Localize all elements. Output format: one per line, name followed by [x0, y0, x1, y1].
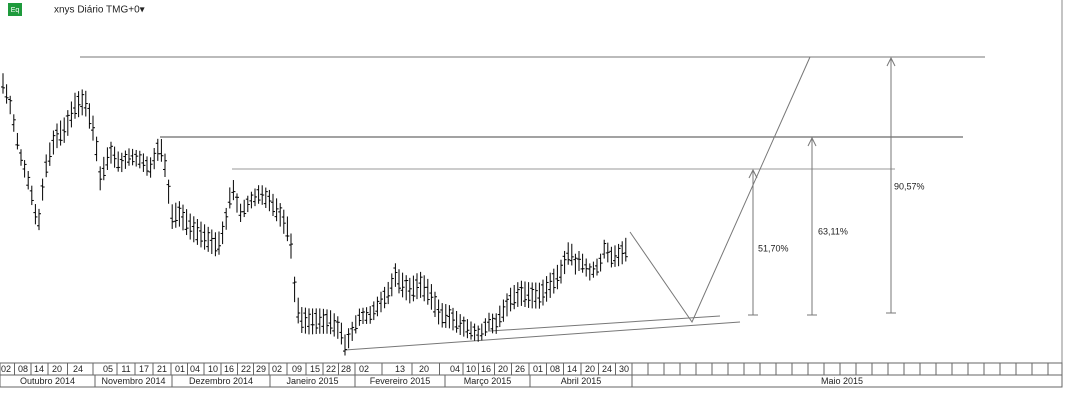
day-label: 01: [175, 364, 185, 374]
annotation-label: 51,70%: [758, 243, 789, 253]
app-icon[interactable]: [8, 3, 22, 16]
day-label: 10: [208, 364, 218, 374]
day-label: 16: [481, 364, 491, 374]
day-label: 05: [103, 364, 113, 374]
arrow-head: [886, 56, 896, 67]
time-axis: 02 08 14 20 24 05 11 17 21 01 04 10 16 22 29 02 09 15 22 28…: [0, 362, 1063, 388]
day-label: 02: [1, 364, 11, 374]
day-label: 28: [341, 364, 351, 374]
price-bars: [1, 73, 628, 356]
month-label: Maio 2015: [821, 376, 863, 386]
day-label: 24: [602, 364, 612, 374]
day-label: 02: [359, 364, 369, 374]
day-label: 02: [272, 364, 282, 374]
month-label: Fevereiro 2015: [370, 376, 431, 386]
day-label: 20: [52, 364, 62, 374]
day-label: 22: [241, 364, 251, 374]
month-label: Março 2015: [464, 376, 512, 386]
trend-line: [344, 321, 741, 351]
day-label: 09: [292, 364, 302, 374]
month-label: Dezembro 2014: [189, 376, 253, 386]
day-label: 29: [256, 364, 266, 374]
day-label: 16: [224, 364, 234, 374]
trend-line: [489, 315, 721, 332]
annotations: [80, 0, 1063, 387]
month-label: Abril 2015: [561, 376, 602, 386]
month-label: Novembro 2014: [101, 376, 165, 386]
day-label: 20: [419, 364, 429, 374]
day-label: 26: [515, 364, 525, 374]
day-label: 08: [18, 364, 28, 374]
annotation-label: 63,11%: [818, 226, 848, 236]
chart-title[interactable]: xnys Diário TMG+0▾: [54, 5, 145, 16]
annotation-label: 90,57%: [894, 181, 925, 191]
day-label: 20: [498, 364, 508, 374]
day-label: 30: [619, 364, 629, 374]
day-label: 22: [326, 364, 336, 374]
arrow-head: [807, 136, 817, 147]
day-label: 08: [550, 364, 560, 374]
month-label: Outubro 2014: [20, 376, 75, 386]
day-label: 13: [395, 364, 405, 374]
day-label: 20: [585, 364, 595, 374]
day-label: 15: [310, 364, 320, 374]
projection-line: [629, 56, 811, 324]
day-label: 21: [157, 364, 167, 374]
day-label: 11: [121, 364, 130, 374]
day-label: 14: [567, 364, 577, 374]
day-label: 04: [190, 364, 200, 374]
day-label: 14: [34, 364, 44, 374]
day-label: 17: [139, 364, 149, 374]
day-label: 01: [533, 364, 543, 374]
arrow-head: [748, 168, 758, 179]
day-label: 24: [73, 364, 83, 374]
icon-text: Eq: [11, 7, 20, 14]
day-label: 10: [466, 364, 476, 374]
day-label: 04: [450, 364, 460, 374]
month-label: Janeiro 2015: [286, 376, 338, 386]
